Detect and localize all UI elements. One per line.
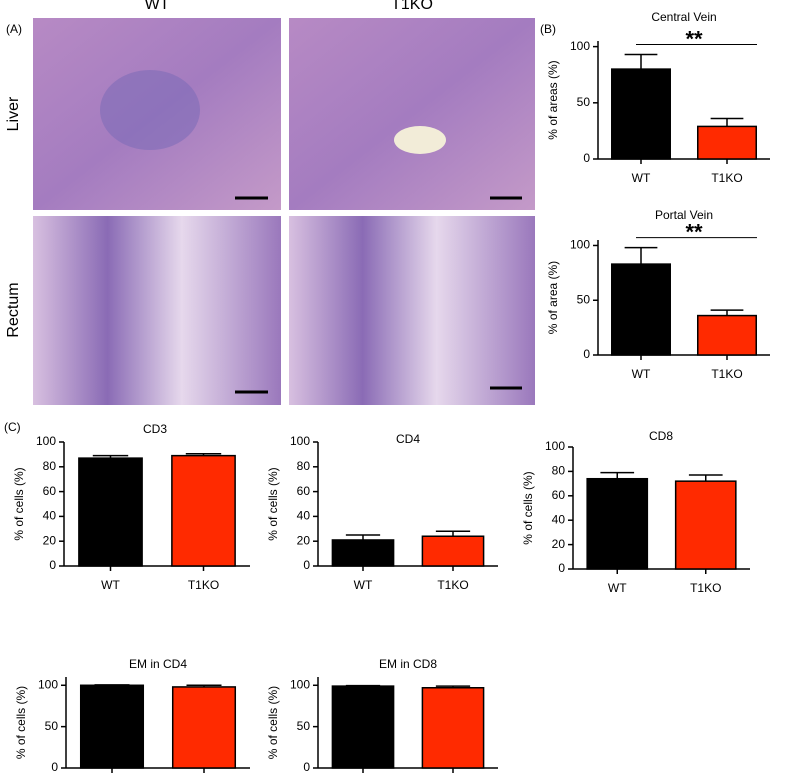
x-tick-label: WT (632, 171, 651, 185)
chart-title: Central Vein (651, 10, 716, 24)
bar (79, 684, 145, 769)
chart-title: CD4 (396, 432, 420, 446)
y-tick-label: 20 (43, 533, 57, 547)
bar (171, 454, 236, 567)
bar (331, 539, 395, 567)
y-tick-label: 0 (303, 558, 310, 572)
y-tick-label: 0 (558, 561, 565, 575)
x-tick-label: T1KO (437, 578, 468, 592)
significance-label: ** (685, 26, 703, 51)
x-tick-label: T1KO (188, 578, 219, 592)
bar (611, 68, 671, 160)
x-tick-label: T1KO (711, 367, 742, 381)
y-tick-label: 0 (49, 558, 56, 572)
y-tick-label: 50 (577, 292, 591, 306)
y-tick-label: 80 (43, 459, 57, 473)
x-tick-label: T1KO (690, 581, 721, 595)
y-tick-label: 40 (552, 512, 566, 526)
chart-title: Portal Vein (655, 208, 713, 222)
y-axis-label: % of cells (%) (521, 471, 535, 544)
y-axis-label: % of cells (%) (14, 686, 28, 759)
bar (331, 685, 395, 769)
y-tick-label: 100 (38, 677, 58, 691)
y-axis-label: % of cells (%) (266, 467, 280, 540)
y-axis-label: % of cells (%) (266, 686, 280, 759)
y-tick-label: 60 (297, 484, 311, 498)
bar (697, 125, 757, 160)
bar (421, 687, 485, 769)
y-axis-label: % of areas (%) (546, 60, 560, 139)
y-tick-label: 80 (552, 464, 566, 478)
y-axis-label: % of area (%) (546, 261, 560, 334)
y-tick-label: 50 (297, 719, 311, 733)
histology-image (33, 216, 281, 405)
x-tick-label: WT (354, 578, 373, 592)
chart-title: EM in CD4 (129, 657, 187, 671)
bar (586, 477, 649, 570)
y-tick-label: 0 (51, 760, 58, 774)
panel-label: (A) (6, 22, 22, 36)
bar (78, 457, 143, 567)
y-tick-label: 80 (297, 459, 311, 473)
y-tick-label: 0 (583, 151, 590, 165)
bar (611, 263, 671, 356)
y-tick-label: 50 (45, 719, 59, 733)
significance-label: ** (685, 219, 703, 244)
row-label: Liver (5, 96, 22, 131)
x-tick-label: WT (632, 367, 651, 381)
y-tick-label: 50 (577, 95, 591, 109)
histology-image (289, 216, 535, 405)
chart-title: CD3 (143, 422, 167, 436)
y-tick-label: 60 (552, 488, 566, 502)
y-tick-label: 40 (43, 509, 57, 523)
y-tick-label: 100 (36, 434, 56, 448)
y-tick-label: 20 (297, 533, 311, 547)
x-tick-label: WT (101, 578, 120, 592)
y-tick-label: 40 (297, 509, 311, 523)
y-axis-label: % of cells (%) (12, 467, 26, 540)
y-tick-label: 60 (43, 484, 57, 498)
bar (674, 480, 737, 570)
y-tick-label: 0 (303, 760, 310, 774)
panel-label: (B) (540, 22, 556, 36)
bar (171, 686, 237, 769)
column-label: T1KO (391, 0, 433, 13)
row-label: Rectum (5, 282, 22, 337)
x-tick-label: WT (608, 581, 627, 595)
panel-label: (C) (4, 420, 21, 434)
bar (421, 535, 485, 567)
y-tick-label: 100 (570, 238, 590, 252)
y-tick-label: 0 (583, 347, 590, 361)
bar (697, 314, 757, 356)
y-tick-label: 100 (545, 439, 565, 453)
y-tick-label: 20 (552, 537, 566, 551)
y-tick-label: 100 (570, 39, 590, 53)
x-tick-label: T1KO (711, 171, 742, 185)
column-label: WT (145, 0, 170, 13)
chart-title: EM in CD8 (379, 657, 437, 671)
histology-image (289, 18, 535, 210)
histology-detail (394, 126, 446, 154)
histology-detail (100, 70, 200, 150)
chart-title: CD8 (649, 429, 673, 443)
y-tick-label: 100 (290, 677, 310, 691)
y-tick-label: 100 (290, 434, 310, 448)
